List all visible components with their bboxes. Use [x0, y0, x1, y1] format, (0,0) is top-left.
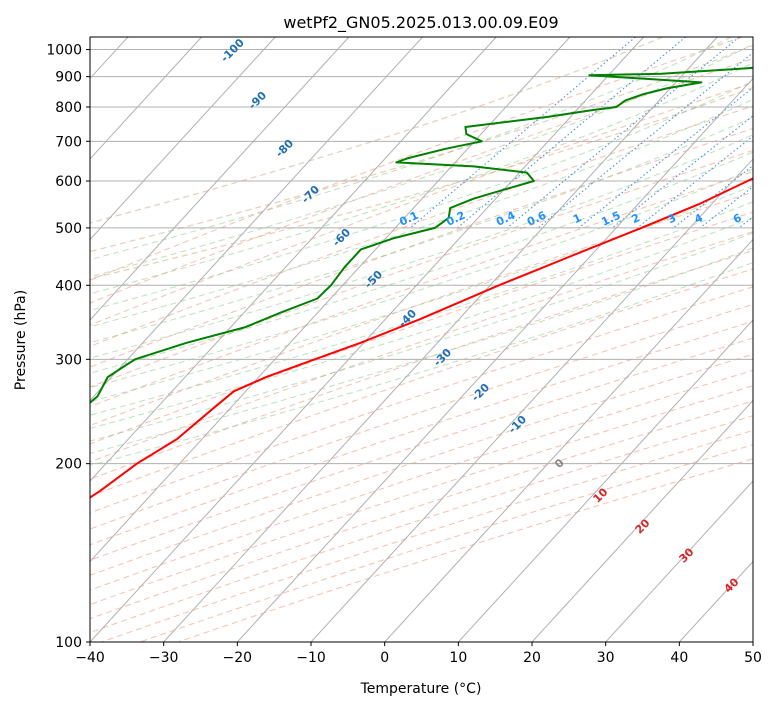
isotherm-gridline [90, 37, 497, 482]
y-tick-label: 700 [55, 134, 82, 150]
isotherm-gridline [90, 37, 423, 402]
mixing-ratio-line [537, 52, 753, 229]
y-tick-label: 600 [55, 174, 82, 190]
isotherm-gridline [457, 319, 753, 642]
x-tick-label: 30 [597, 650, 615, 666]
isotherm-gridline [90, 37, 276, 241]
x-tick-label: 0 [380, 650, 389, 666]
mixing-ratio-line [673, 164, 753, 229]
isotherm-gridline [384, 238, 753, 642]
y-tick-label: 300 [55, 352, 82, 368]
chart-title: wetPf2_GN05.2025.013.00.09.E09 [283, 13, 558, 33]
x-axis-ticks: −40 −30 −20 −10 0 10 20 30 40 50 [75, 642, 762, 666]
dry-adiabat [90, 57, 753, 304]
moist-adiabat [90, 201, 753, 416]
moist-adiabat [90, 168, 753, 389]
dewpoint-profile-line [90, 66, 753, 405]
x-axis-label: Temperature (°C) [360, 681, 482, 697]
curved-reference-line [90, 37, 664, 224]
moist-adiabat [90, 217, 753, 429]
y-tick-label: 800 [55, 100, 82, 116]
x-tick-label: 10 [449, 650, 467, 666]
curved-reference-line [90, 44, 753, 253]
moist-adiabat [90, 185, 753, 403]
dry-adiabat [90, 303, 753, 530]
isotherm-gridline [90, 37, 202, 160]
mixing-ratio-line [578, 86, 753, 229]
isotherm-gridline [531, 399, 753, 642]
x-tick-label: −10 [296, 650, 326, 666]
isotherm-gridline [90, 37, 350, 321]
dry-adiabat [90, 268, 753, 497]
moist-adiabat [90, 151, 753, 374]
plot-frame [89, 36, 754, 643]
mixing-ratio-line [456, 37, 686, 229]
x-tick-label: −40 [75, 650, 105, 666]
y-tick-label: 900 [55, 70, 82, 86]
curved-reference-line [90, 87, 753, 280]
x-tick-label: 20 [523, 650, 541, 666]
profile-series [90, 66, 753, 499]
isotherm-gridline [163, 37, 718, 642]
x-tick-label: 50 [744, 650, 762, 666]
dry-adiabat [90, 320, 753, 546]
y-tick-label: 500 [55, 221, 82, 237]
dry-adiabat [90, 385, 753, 606]
isotherm-gridline [90, 37, 571, 563]
isotherm-gridline [310, 158, 753, 642]
y-axis-ticks: 100 200 300 400 500 600 700 800 900 1000 [46, 43, 90, 651]
y-tick-label: 100 [55, 635, 82, 651]
mixing-ratio-line [410, 37, 636, 229]
moist-adiabat [90, 134, 753, 359]
isotherm-gridline [605, 480, 753, 642]
mixing-ratio-line [506, 37, 740, 229]
temperature-profile-line [90, 177, 753, 499]
moist-adiabat [90, 80, 753, 312]
plot-area [90, 37, 753, 642]
dry-adiabat [90, 171, 753, 408]
dry-adiabat [90, 353, 753, 576]
dry-adiabat [90, 127, 753, 368]
moist-adiabat [90, 247, 753, 454]
dry-adiabat [90, 191, 753, 427]
x-tick-label: −30 [149, 650, 179, 666]
mixing-ratio-line [767, 37, 775, 228]
y-tick-label: 200 [55, 457, 82, 473]
dry-adiabat [90, 149, 753, 388]
y-tick-label: 1000 [46, 43, 82, 59]
moist-adiabat [90, 232, 753, 442]
isotherm-gridlines [90, 37, 753, 642]
y-tick-label: 400 [55, 278, 82, 294]
x-tick-label: 40 [670, 650, 688, 666]
y-axis-label: Pressure (hPa) [13, 290, 29, 390]
moist-adiabat [90, 98, 753, 328]
moist-adiabat [90, 62, 753, 295]
isotherm-gridline [752, 641, 753, 642]
moist-adiabat [90, 37, 732, 261]
isotherm-gridline [236, 77, 753, 642]
dry-adiabat [90, 211, 753, 445]
x-tick-label: −20 [223, 650, 253, 666]
